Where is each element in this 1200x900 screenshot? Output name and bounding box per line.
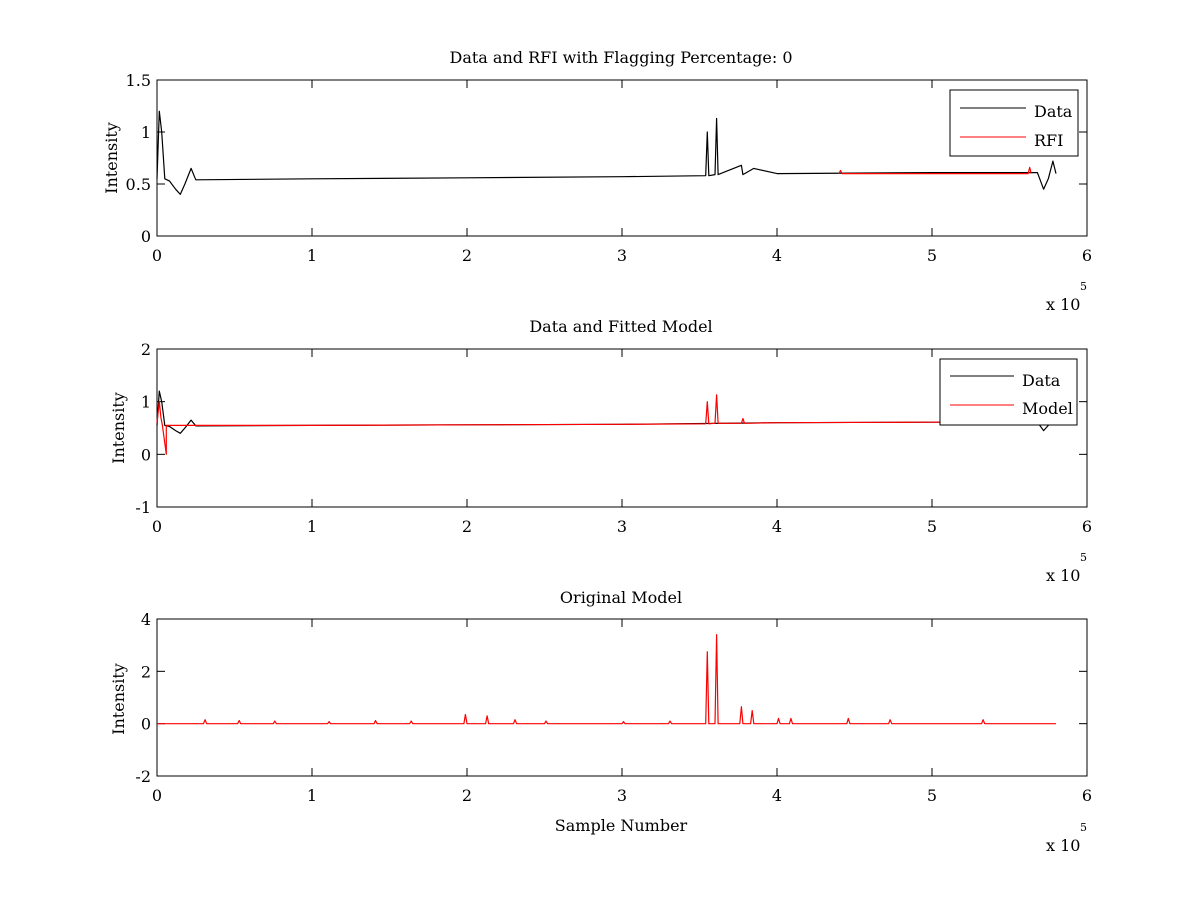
subplot-3-ytick-label: 0 (141, 715, 151, 734)
subplot-3-ytick-label: 4 (141, 610, 151, 629)
subplot-1-ytick-label: 1 (141, 123, 151, 142)
subplot-1: Data and RFI with Flagging Percentage: 0… (102, 48, 1092, 314)
subplot-3-ylabel: Intensity (109, 663, 128, 735)
subplot-3-xtick-label: 1 (307, 786, 317, 805)
subplot-2-xtick-label: 3 (617, 517, 627, 536)
subplot-2-model-series-line (156, 394, 1056, 455)
subplot-3-x-multiplier: x 10 (1046, 836, 1080, 855)
subplot-1-rfi-series-line (838, 166, 1032, 175)
subplot-3-xtick-label: 5 (927, 786, 937, 805)
subplot-3-xlabel: Sample Number (555, 816, 688, 835)
subplot-1-xtick-label: 6 (1082, 246, 1092, 265)
subplot-2-xtick-label: 6 (1082, 517, 1092, 536)
subplot-1-ylabel: Intensity (102, 122, 121, 194)
subplot-2-ytick-label: 2 (141, 340, 151, 359)
subplot-2-xtick-label: 5 (927, 517, 937, 536)
subplot-3-xtick-label: 2 (462, 786, 472, 805)
subplot-2-legend-label-model: Model (1022, 399, 1073, 418)
subplot-2-legend-box (939, 358, 1078, 426)
subplot-2-xtick-label: 4 (772, 517, 782, 536)
subplot-1-data-series-line (156, 110, 1057, 195)
subplot-2-ytick-label: -1 (135, 498, 151, 517)
subplot-1-legend: Data RFI (949, 89, 1079, 157)
subplot-3-ytick-label: 2 (141, 662, 151, 681)
subplot-2-ylabel: Intensity (109, 392, 128, 464)
subplot-2-xtick-label: 2 (462, 517, 472, 536)
subplot-1-x-multiplier: x 10 (1046, 295, 1080, 314)
subplot-1-ytick-label: 0.5 (126, 175, 151, 194)
subplot-2-legend: Data Model (939, 358, 1078, 426)
subplot-3-title: Original Model (560, 588, 682, 607)
subplot-3-ytick-label: -2 (135, 767, 151, 786)
subplot-2-legend-label-data: Data (1022, 371, 1061, 390)
subplot-3-xtick-label: 6 (1082, 786, 1092, 805)
subplot-3-xtick-label: 4 (772, 786, 782, 805)
subplot-2-x-multiplier-exponent: 5 (1080, 551, 1087, 564)
subplot-1-x-multiplier-exponent: 5 (1080, 280, 1087, 293)
subplot-3-xtick-label: 3 (617, 786, 627, 805)
subplot-1-xtick-label: 3 (617, 246, 627, 265)
subplot-3-xtick-label: 0 (152, 786, 162, 805)
subplot-2-ytick-label: 0 (141, 445, 151, 464)
subplot-2-ytick-label: 1 (141, 393, 151, 412)
subplot-1-xtick-label: 2 (462, 246, 472, 265)
subplot-2-x-multiplier: x 10 (1046, 566, 1080, 585)
subplot-1-plot-area: 0 1 2 3 4 5 6 0 0.5 1 1.5 (126, 71, 1093, 265)
subplot-1-xtick-label: 5 (927, 246, 937, 265)
subplot-1-xtick-label: 4 (772, 246, 782, 265)
subplot-1-title: Data and RFI with Flagging Percentage: 0 (449, 48, 792, 67)
subplot-2-xtick-label: 1 (307, 517, 317, 536)
subplot-1-legend-label-rfi: RFI (1034, 131, 1063, 150)
subplot-1-ytick-label: 0 (141, 227, 151, 246)
subplot-2-title: Data and Fitted Model (529, 317, 712, 336)
subplot-1-ytick-label: 1.5 (126, 71, 151, 90)
subplot-1-legend-label-data: Data (1034, 102, 1073, 121)
subplot-3-x-multiplier-exponent: 5 (1080, 821, 1087, 834)
subplot-1-xtick-label: 0 (152, 246, 162, 265)
subplot-1-legend-box (949, 89, 1079, 157)
subplot-1-xtick-label: 1 (307, 246, 317, 265)
subplot-3-model-series-line (157, 634, 1056, 725)
subplot-2-xtick-label: 0 (152, 517, 162, 536)
